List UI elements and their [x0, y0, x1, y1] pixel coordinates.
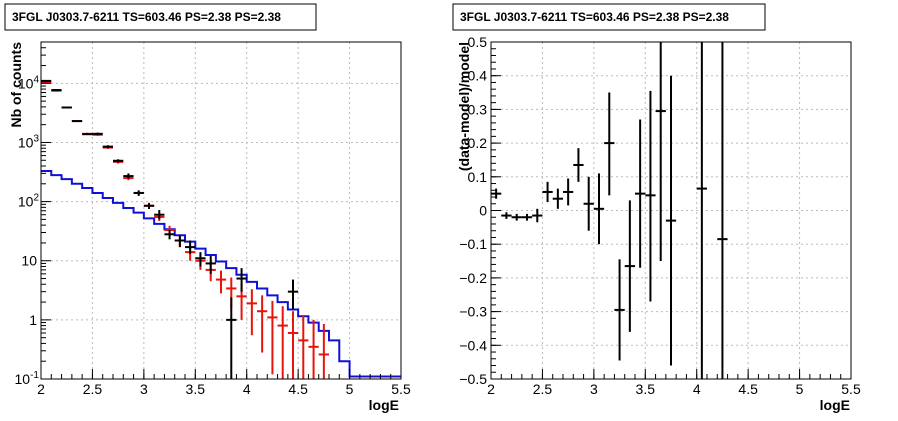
residual-y-tick-label: 0.1: [468, 169, 488, 185]
counts-x-tick-label: 5: [346, 381, 354, 397]
counts-y-tick-label: 103: [18, 133, 40, 150]
counts-x-tick-label: 4.5: [288, 381, 308, 397]
residual-x-tick-label: 3: [590, 381, 598, 397]
counts-title-box: [4, 3, 317, 31]
residual-axes: 2 2.5 3 3.5 4 4.5 5 5.5 −0.5 −0.4 −0.3 −0.2 −0.1 0 0.1…: [459, 34, 861, 397]
counts-series: [41, 79, 401, 379]
residual-y-tick-label: −0.3: [459, 304, 487, 320]
counts-plot-frame: [40, 41, 402, 380]
residual-panel: 3FGL J0303.7-6211 TS=603.46 PS=2.38 PS=2…: [452, 3, 861, 413]
residual-y-tick-label: 0: [479, 203, 487, 219]
counts-x-tick-label: 2: [37, 381, 45, 397]
residual-x-axis-label: logE: [820, 397, 850, 413]
residual-x-tick-label: 5.5: [841, 381, 861, 397]
residual-x-tick-label: 4.5: [738, 381, 758, 397]
counts-x-axis-label: logE: [369, 397, 399, 413]
counts-x-tick-label: 3.5: [186, 381, 206, 397]
residual-y-axis-label: (data-model)/model: [456, 42, 472, 171]
residual-x-tick-label: 4: [693, 381, 701, 397]
residual-y-tick-label: 0.2: [468, 135, 488, 151]
residual-x-tick-label: 5: [796, 381, 804, 397]
residual-y-tick-label: 0.3: [468, 101, 488, 117]
residual-x-tick-label: 2: [487, 381, 495, 397]
residual-title-box: [452, 3, 766, 31]
residual-title: 3FGL J0303.7-6211 TS=603.46 PS=2.38 PS=2…: [460, 10, 729, 24]
counts-x-tick-label: 5.5: [391, 381, 411, 397]
counts-y-tick-label: 10: [21, 253, 37, 269]
counts-panel: 3FGL J0303.7-6211 TS=603.46 PS=2.38 PS=2…: [4, 3, 411, 413]
counts-component-histogram: [41, 169, 401, 378]
residual-y-tick-label: −0.1: [459, 236, 487, 252]
counts-x-tick-label: 2.5: [83, 381, 103, 397]
counts-y-tick-label: 10-1: [15, 370, 40, 387]
residual-y-tick-label: 0.5: [468, 34, 488, 50]
counts-title: 3FGL J0303.7-6211 TS=603.46 PS=2.38 PS=2…: [12, 10, 281, 24]
residual-y-tick-label: −0.5: [459, 371, 487, 387]
counts-x-tick-label: 3: [140, 381, 148, 397]
residual-y-tick-label: −0.2: [459, 270, 487, 286]
residual-series: [491, 42, 728, 379]
residual-x-tick-label: 3.5: [636, 381, 656, 397]
residual-x-tick-label: 2.5: [533, 381, 553, 397]
counts-y-tick-label: 102: [18, 193, 40, 210]
counts-grid: [40, 42, 402, 380]
counts-x-tick-label: 4: [243, 381, 251, 397]
residual-y-tick-label: −0.4: [459, 337, 487, 353]
counts-y-tick-label: 1: [29, 312, 37, 328]
counts-y-axis-label: Nb of counts: [8, 42, 24, 128]
residual-y-tick-label: 0.4: [468, 68, 488, 84]
